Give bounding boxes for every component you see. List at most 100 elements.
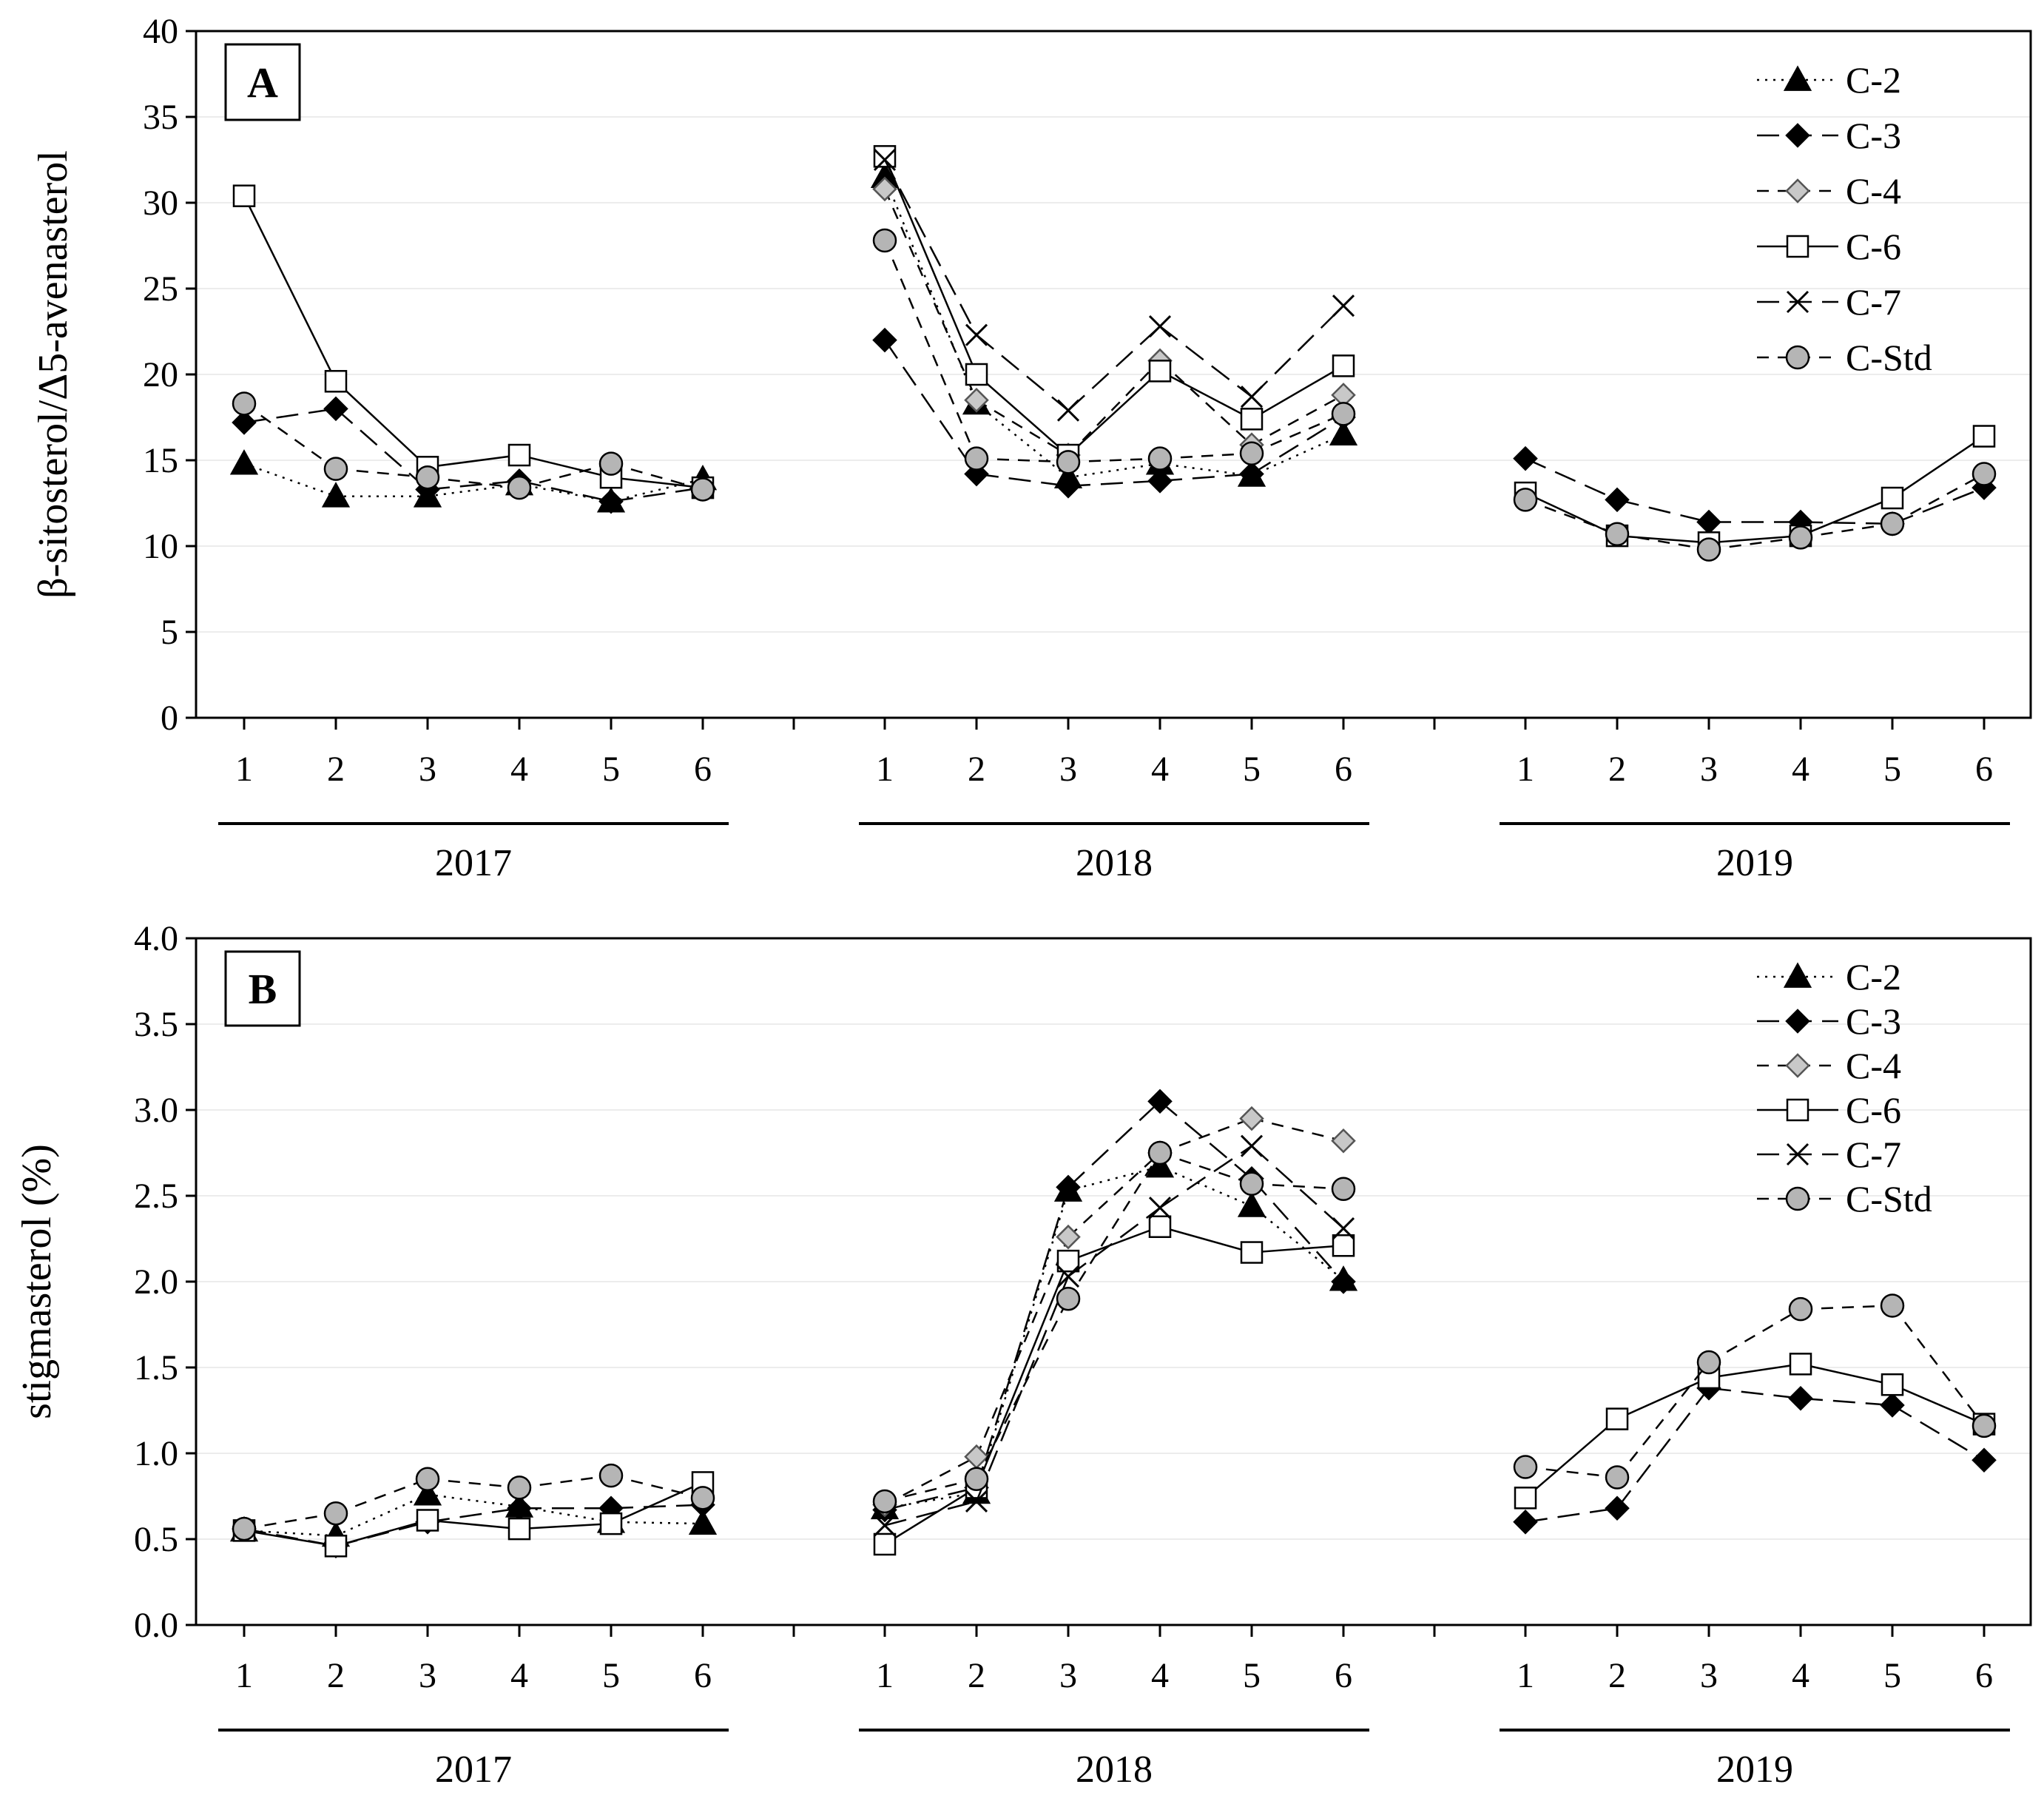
series-line — [1708, 536, 1801, 551]
series-line — [243, 408, 337, 424]
legend-label: C-3 — [1846, 1000, 1901, 1042]
y-tick-label: 25 — [143, 269, 178, 309]
legend-label: C-4 — [1846, 170, 1901, 212]
series-line — [1708, 1308, 1801, 1364]
data-point — [1331, 402, 1356, 426]
data-point — [1696, 509, 1721, 535]
data-point — [598, 488, 624, 514]
data-point — [1513, 1510, 1538, 1535]
series-line — [1251, 1177, 1344, 1282]
x-tick-label: 1 — [235, 1656, 253, 1695]
series-line — [335, 1519, 428, 1547]
data-point — [1788, 1385, 1813, 1411]
series-line — [1525, 499, 1618, 535]
y-tick-label: 2.5 — [134, 1177, 178, 1216]
series-line — [427, 454, 520, 468]
series-line — [1251, 1145, 1344, 1230]
legend-label: C-Std — [1846, 337, 1932, 378]
data-point — [1056, 1224, 1081, 1250]
series-line — [1067, 1152, 1161, 1299]
year-label: 2018 — [1076, 842, 1153, 884]
legend-marker — [1785, 1053, 1810, 1078]
x-tick-label: 6 — [1335, 1656, 1352, 1695]
data-point — [1513, 1455, 1538, 1479]
data-point — [1605, 1407, 1629, 1430]
x-tick-label: 2 — [327, 750, 345, 789]
data-point — [229, 449, 259, 475]
series-line — [1159, 1145, 1252, 1209]
x-tick-label: 6 — [1975, 1656, 1993, 1695]
series-line — [610, 476, 704, 489]
data-point — [1056, 450, 1081, 474]
series-line — [1159, 326, 1252, 398]
series-line — [1708, 1363, 1801, 1379]
series-line — [1251, 394, 1344, 446]
series-line — [1892, 473, 1985, 525]
data-point — [1514, 1487, 1537, 1510]
data-point — [323, 396, 348, 422]
data-point — [965, 363, 988, 386]
data-point — [688, 1509, 718, 1535]
series-line — [335, 1493, 428, 1537]
series-line — [975, 1236, 1070, 1458]
data-point — [413, 1480, 442, 1506]
series-line — [883, 159, 978, 336]
data-point — [1240, 386, 1264, 408]
year-label: 2017 — [435, 1749, 512, 1791]
series-line — [1067, 360, 1161, 456]
series-line — [519, 1474, 612, 1489]
series-line — [883, 240, 978, 460]
series-line — [1159, 1165, 1252, 1208]
series-C-2 — [229, 162, 1358, 513]
series-line — [1067, 1207, 1161, 1278]
year-label: 2019 — [1716, 842, 1793, 884]
data-point — [507, 443, 531, 467]
data-point — [690, 477, 715, 502]
series-line — [1251, 413, 1344, 454]
data-point — [872, 176, 897, 202]
x-tick-label: 1 — [876, 1656, 894, 1695]
series-C-3 — [232, 327, 1997, 536]
data-point — [1056, 474, 1081, 499]
x-tick-label: 5 — [602, 1656, 620, 1695]
legend-label: C-6 — [1846, 1089, 1901, 1131]
data-point — [965, 323, 988, 346]
data-point — [1239, 441, 1264, 465]
data-point — [964, 388, 989, 413]
legend-marker — [1785, 1186, 1810, 1211]
series-line — [243, 195, 337, 382]
series-line — [1616, 499, 1710, 523]
y-tick-label: 20 — [143, 355, 178, 394]
y-tick-label: 3.5 — [134, 1005, 178, 1044]
panel-letter-box — [224, 950, 301, 1027]
series-line — [1616, 1376, 1710, 1420]
series-line — [975, 1298, 1070, 1480]
series-line — [1525, 491, 1618, 537]
data-point — [415, 1467, 440, 1492]
series-line — [1251, 1245, 1344, 1254]
series-line — [883, 339, 978, 475]
legend-marker — [1786, 290, 1809, 314]
year-label: 2018 — [1076, 1749, 1153, 1791]
series-C-Std — [232, 1140, 1997, 1541]
panel-letter: B — [249, 965, 277, 1013]
series-line — [1800, 497, 1893, 537]
data-point — [1880, 1393, 1905, 1418]
y-tick-label: 0 — [161, 699, 178, 738]
x-tick-label: 2 — [1608, 750, 1626, 789]
series-line — [1525, 1507, 1618, 1524]
series-line — [975, 1260, 1070, 1488]
data-point — [873, 1514, 897, 1537]
x-tick-label: 3 — [1700, 750, 1718, 789]
series-line — [1067, 326, 1161, 411]
legend-label: C-Std — [1846, 1178, 1932, 1219]
x-tick-label: 3 — [419, 750, 436, 789]
series-line — [1067, 1165, 1161, 1192]
series-line — [427, 479, 520, 491]
x-tick-label: 4 — [1151, 1656, 1169, 1695]
series-line — [1159, 452, 1252, 460]
data-point — [1147, 1140, 1173, 1165]
panel-letter-box — [224, 43, 301, 121]
series-line — [1159, 370, 1252, 420]
series-line — [610, 1474, 704, 1499]
